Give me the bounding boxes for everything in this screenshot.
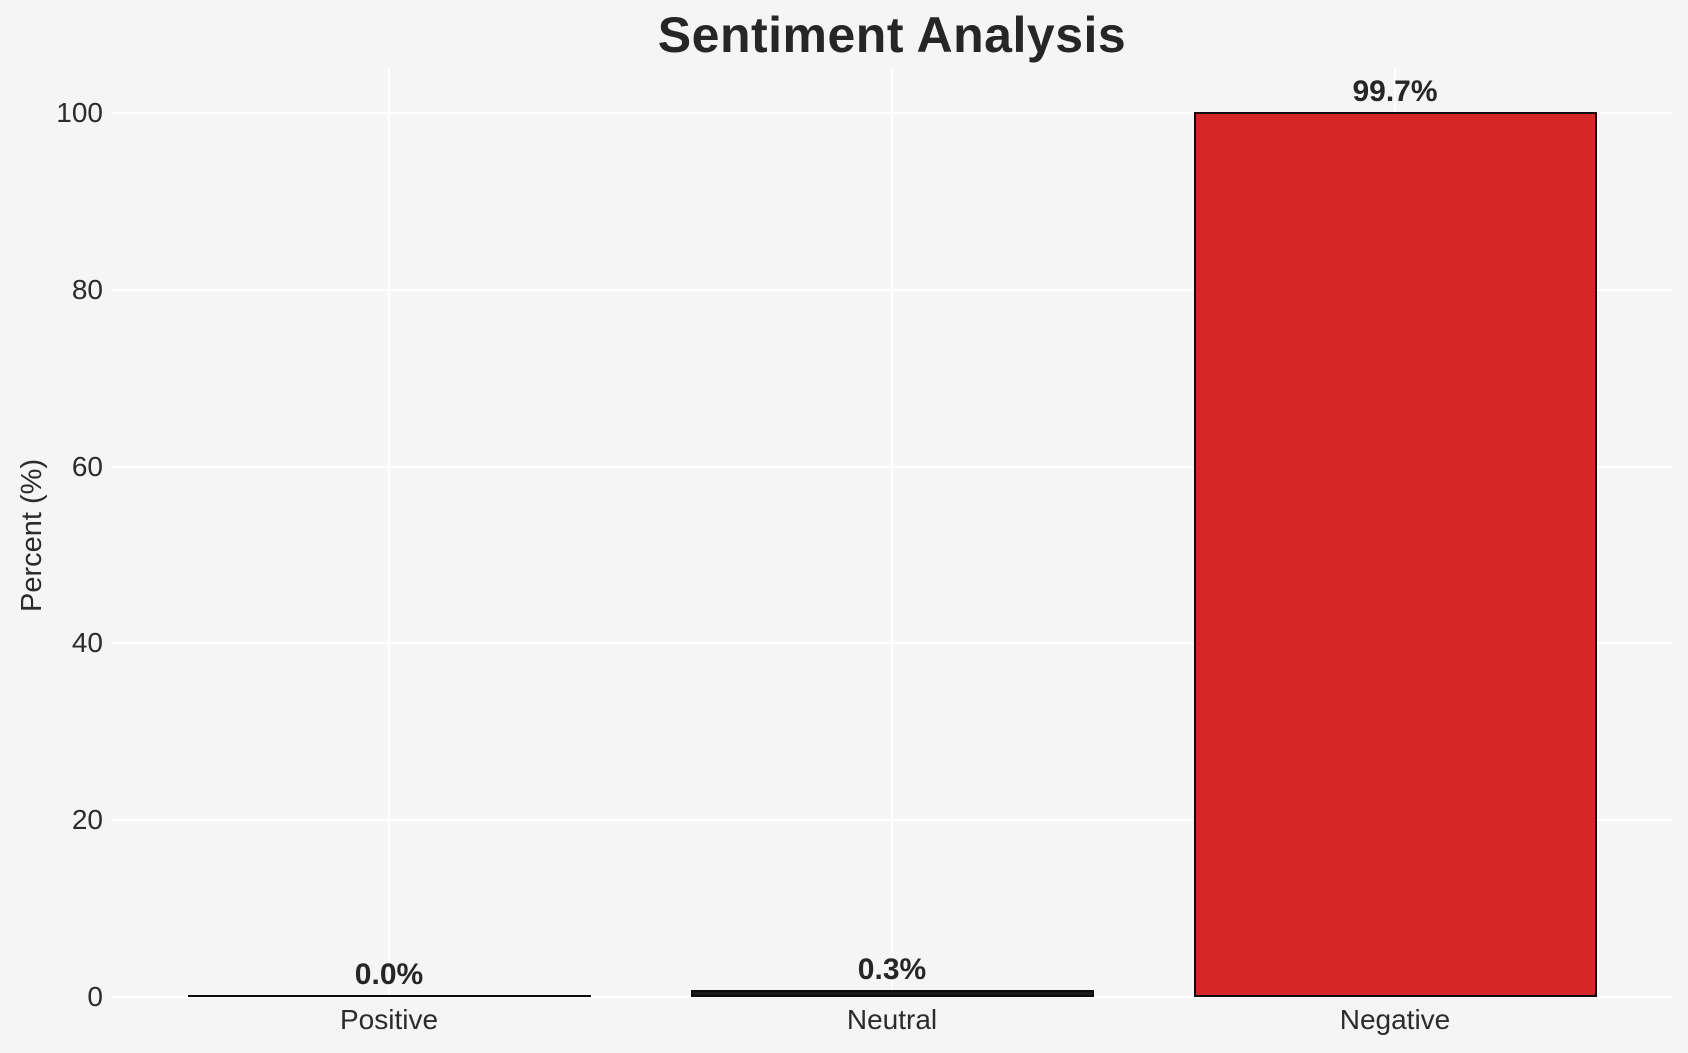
y-tick-label: 40 xyxy=(71,627,103,659)
y-tick-label: 80 xyxy=(71,273,103,305)
gridline-horizontal xyxy=(112,996,1672,998)
y-tick-label: 60 xyxy=(71,450,103,482)
gridline-vertical xyxy=(891,69,893,997)
bar-negative xyxy=(1193,111,1597,997)
bar-positive xyxy=(187,995,591,997)
bar-neutral xyxy=(690,990,1094,997)
value-label-negative: 99.7% xyxy=(1352,74,1438,108)
value-label-neutral: 0.3% xyxy=(857,953,927,987)
y-tick-label: 100 xyxy=(56,97,103,129)
value-label-positive: 0.0% xyxy=(354,958,424,991)
x-tick-label-neutral: Neutral xyxy=(846,1004,938,1035)
y-tick-label: 20 xyxy=(71,804,103,836)
gridline-vertical xyxy=(388,69,390,997)
x-tick-label-positive: Positive xyxy=(339,1004,439,1035)
x-tick-label-negative: Negative xyxy=(1339,1004,1451,1035)
plot-area xyxy=(112,69,1672,998)
chart-title: Sentiment Analysis xyxy=(657,7,1127,63)
y-tick-label: 0 xyxy=(87,981,103,1012)
